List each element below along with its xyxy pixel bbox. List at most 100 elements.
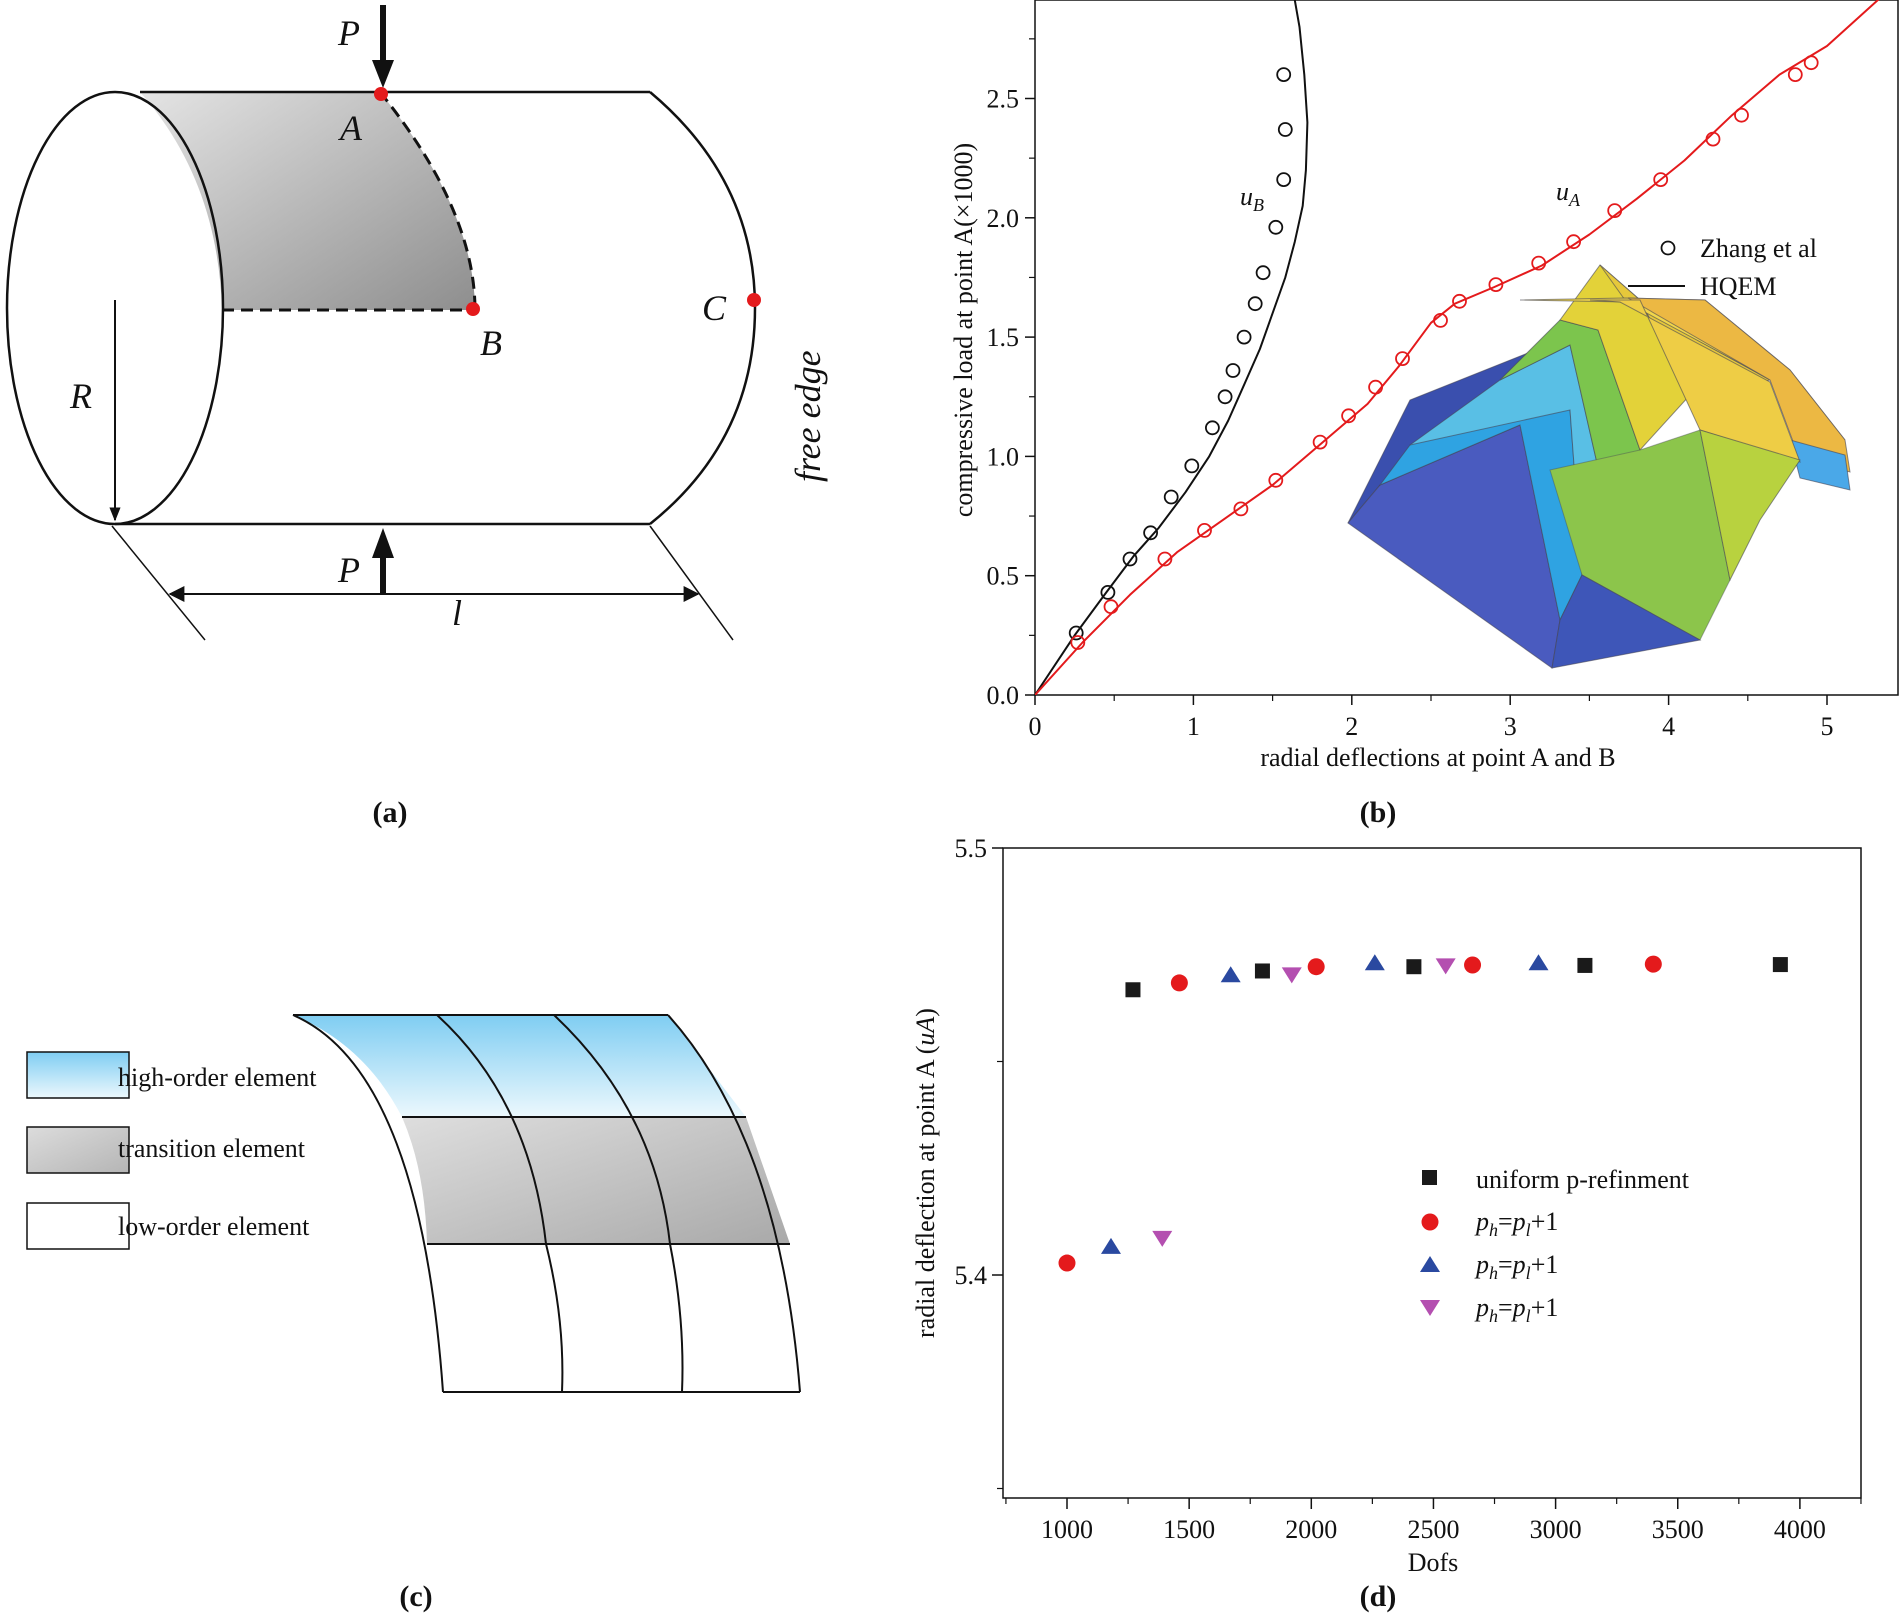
x-tick-label: 1 xyxy=(1187,712,1200,741)
cylinder-back-edge xyxy=(649,91,757,525)
label-u-a: uA xyxy=(1556,177,1581,210)
marker-uA xyxy=(1395,351,1410,367)
legend-marker-circle xyxy=(1421,1213,1439,1231)
point-b xyxy=(466,302,480,316)
marker-uB xyxy=(1225,363,1241,378)
shaded-patch xyxy=(140,92,475,310)
y-tick-label: 2.0 xyxy=(987,204,1020,233)
deformed-shell-inset xyxy=(1347,264,1851,669)
legend-label-ph3: ph=pl+1 xyxy=(1474,1293,1558,1326)
label-p-top: P xyxy=(337,13,360,53)
point-triangle-down xyxy=(1152,1230,1173,1247)
marker-uA xyxy=(1803,55,1819,71)
series-line-uB xyxy=(1035,0,1309,695)
marker-uB xyxy=(1236,329,1252,345)
point-triangle-up xyxy=(1364,954,1385,971)
x-tick-label: 2500 xyxy=(1407,1515,1459,1544)
marker-uB xyxy=(1276,67,1292,82)
point-square xyxy=(1577,957,1593,973)
marker-uB xyxy=(1122,551,1138,567)
y-tick-label: 5.4 xyxy=(955,1261,988,1290)
marker-uB xyxy=(1217,389,1233,405)
x-tick-label: 1000 xyxy=(1041,1515,1093,1544)
chart-d-axes: 1000 1500 2000 2500 3000 3500 4000 5.4 5.5 xyxy=(955,834,1862,1544)
point-circle xyxy=(1307,958,1325,976)
chart-d-points xyxy=(1058,954,1788,1272)
marker-uB xyxy=(1255,265,1271,281)
patch-dashed-curve xyxy=(378,91,477,311)
point-square xyxy=(1772,957,1788,973)
dim-ext-left xyxy=(111,525,206,641)
y-tick-label: 2.5 xyxy=(987,85,1020,114)
legend-label-ph2: ph=pl+1 xyxy=(1474,1250,1558,1283)
high-order-band xyxy=(293,1015,746,1117)
x-tick-label: 0 xyxy=(1029,712,1042,741)
marker-uB xyxy=(1068,625,1084,641)
x-tick-label: 2000 xyxy=(1285,1515,1337,1544)
legend-marker-triangle-up xyxy=(1420,1256,1440,1272)
marker-uA xyxy=(1488,277,1504,293)
chart-b-markers xyxy=(1068,55,1819,650)
y-tick-label: 0.0 xyxy=(987,681,1020,710)
marker-uA xyxy=(1070,635,1086,650)
mesh-lines xyxy=(292,1014,801,1393)
legend-swatch-high xyxy=(26,1051,130,1099)
point-circle xyxy=(1464,956,1482,974)
y-tick-label: 1.5 xyxy=(987,323,1020,352)
y-tick-label: 0.5 xyxy=(987,562,1020,591)
marker-uA xyxy=(1653,172,1669,188)
x-tick-label: 4000 xyxy=(1774,1515,1826,1544)
label-p-bottom: P xyxy=(337,550,360,590)
point-circle xyxy=(1058,1254,1076,1272)
panel-label-d: (d) xyxy=(1360,1580,1397,1613)
transition-band xyxy=(402,1117,790,1244)
marker-uA xyxy=(1787,67,1803,82)
chart-b-xlabel: radial deflections at point A and B xyxy=(1260,743,1615,772)
chart-b-series xyxy=(1035,0,1880,695)
legend-label-high: high-order element xyxy=(118,1063,317,1092)
point-square xyxy=(1406,959,1422,975)
chart-d-legend: uniform p-refinment ph=pl+1 ph=pl+1 ph=p… xyxy=(1420,1165,1690,1326)
point-triangle-up xyxy=(1220,966,1241,983)
dim-ext-right xyxy=(649,525,734,641)
legend-swatch-low xyxy=(26,1202,130,1250)
point-circle xyxy=(1170,974,1188,992)
point-triangle-down xyxy=(1435,958,1456,975)
label-free-edge: free edge xyxy=(788,350,828,482)
marker-uA xyxy=(1452,293,1467,309)
y-tick-label: 1.0 xyxy=(987,442,1020,471)
chart-b-frame xyxy=(1034,0,1899,696)
panel-a-diagram: P A B C R P l free edge xyxy=(5,5,828,641)
marker-uA xyxy=(1705,131,1721,147)
label-c: C xyxy=(702,288,727,328)
point-c xyxy=(747,293,761,307)
label-l: l xyxy=(452,593,462,633)
point-a xyxy=(374,87,388,101)
legend-label-transition: transition element xyxy=(118,1134,306,1163)
panel-label-a: (a) xyxy=(373,796,408,829)
x-tick-label: 3000 xyxy=(1530,1515,1582,1544)
y-tick-label: 5.5 xyxy=(955,834,988,863)
marker-uA xyxy=(1433,312,1448,328)
point-square xyxy=(1254,963,1270,979)
legend-marker-square xyxy=(1422,1170,1437,1185)
marker-uB xyxy=(1100,585,1116,600)
marker-uA xyxy=(1268,472,1284,488)
panel-c-diagram: high-order element transition element lo… xyxy=(26,1014,801,1393)
chart-d-ylabel: radial deflection at point A (uA) xyxy=(911,1008,940,1338)
cylinder-front-end xyxy=(5,90,225,526)
marker-uA xyxy=(1607,203,1623,219)
marker-uB xyxy=(1143,525,1158,541)
legend-label-ph1: ph=pl+1 xyxy=(1474,1207,1558,1240)
chart-b-axes: 0 1 2 3 4 5 0.0 0.5 1.0 1.5 2.0 2.5 xyxy=(987,38,1834,741)
panel-label-b: (b) xyxy=(1360,796,1397,829)
marker-uB xyxy=(1268,219,1284,235)
x-tick-label: 1500 xyxy=(1163,1515,1215,1544)
legend-swatch-transition xyxy=(26,1126,130,1174)
legend-marker-triangle-down xyxy=(1420,1300,1440,1316)
label-r: R xyxy=(69,376,92,416)
panel-label-c: (c) xyxy=(399,1580,432,1613)
marker-uB xyxy=(1205,420,1220,436)
x-tick-label: 4 xyxy=(1662,712,1675,741)
